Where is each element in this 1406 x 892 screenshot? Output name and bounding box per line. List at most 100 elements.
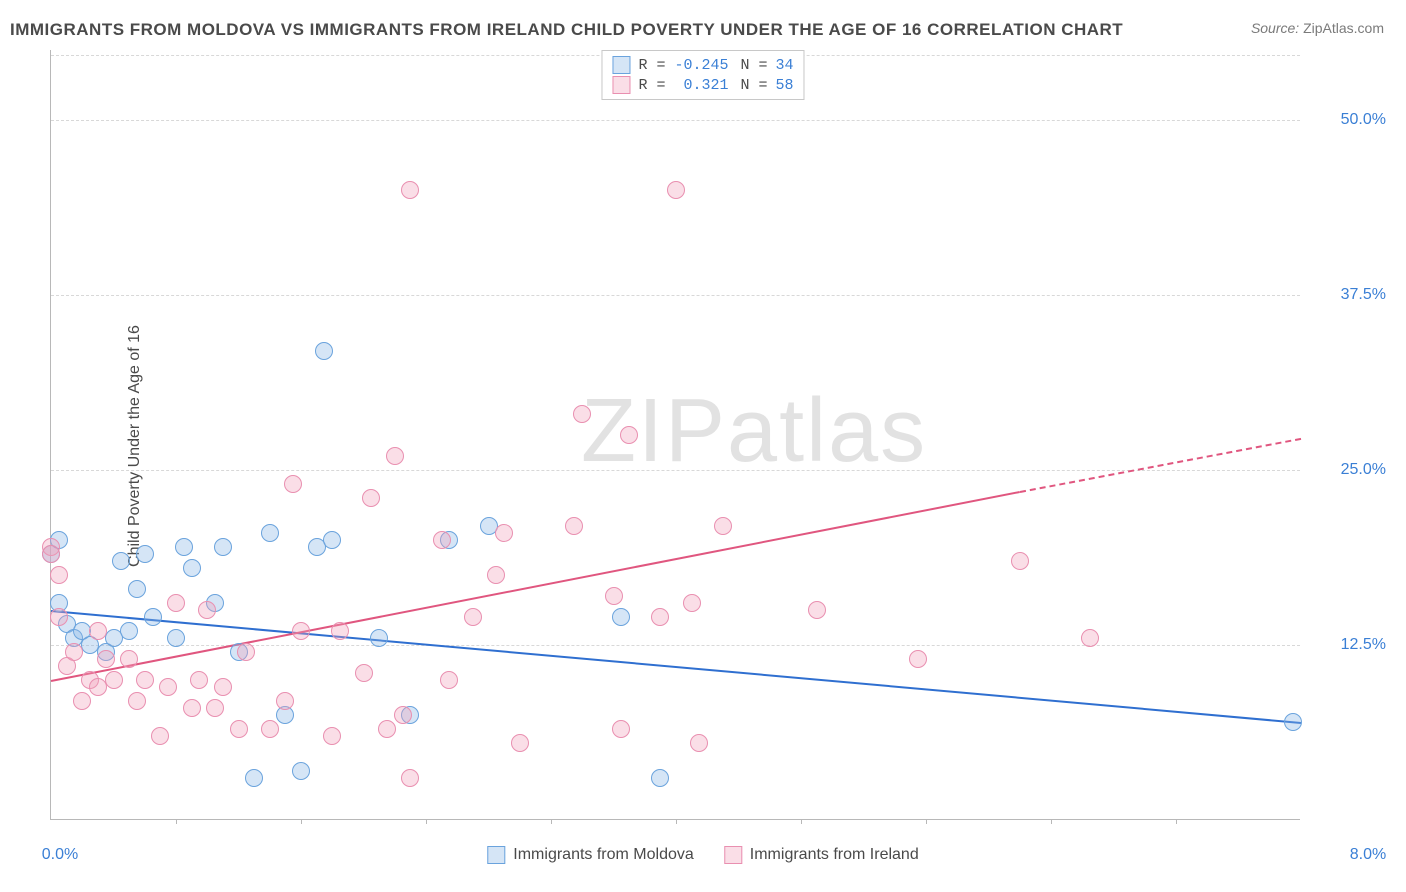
x-tick-mark — [176, 819, 177, 824]
data-point — [50, 608, 68, 626]
data-point — [331, 622, 349, 640]
data-point — [261, 524, 279, 542]
trend-line — [1020, 438, 1302, 493]
data-point — [190, 671, 208, 689]
gridline — [51, 120, 1300, 121]
data-point — [167, 629, 185, 647]
data-point — [214, 678, 232, 696]
x-tick-min: 0.0% — [42, 846, 78, 864]
data-point — [323, 531, 341, 549]
source-citation: Source: ZipAtlas.com — [1251, 20, 1384, 36]
data-point — [1081, 629, 1099, 647]
data-point — [1284, 713, 1302, 731]
source-value: ZipAtlas.com — [1303, 20, 1384, 36]
data-point — [151, 727, 169, 745]
data-point — [73, 692, 91, 710]
r-label: R = — [638, 77, 665, 94]
y-tick-label: 37.5% — [1341, 286, 1386, 304]
data-point — [292, 622, 310, 640]
y-tick-label: 25.0% — [1341, 461, 1386, 479]
data-point — [144, 608, 162, 626]
data-point — [565, 517, 583, 535]
data-point — [394, 706, 412, 724]
data-point — [386, 447, 404, 465]
series-name-moldova: Immigrants from Moldova — [513, 846, 694, 864]
n-label: N = — [740, 57, 767, 74]
series-legend: Immigrants from Moldova Immigrants from … — [487, 846, 918, 864]
legend-row-ireland: R = 0.321 N = 58 — [612, 75, 793, 95]
gridline — [51, 295, 1300, 296]
data-point — [214, 538, 232, 556]
data-point — [105, 671, 123, 689]
x-tick-mark — [426, 819, 427, 824]
x-tick-mark — [926, 819, 927, 824]
data-point — [89, 622, 107, 640]
data-point — [65, 643, 83, 661]
data-point — [136, 545, 154, 563]
data-point — [573, 405, 591, 423]
n-value-moldova: 34 — [776, 57, 794, 74]
correlation-legend: R = -0.245 N = 34 R = 0.321 N = 58 — [601, 50, 804, 100]
x-tick-mark — [551, 819, 552, 824]
trend-line — [51, 610, 1301, 724]
n-value-ireland: 58 — [776, 77, 794, 94]
swatch-ireland — [612, 76, 630, 94]
data-point — [495, 524, 513, 542]
data-point — [198, 601, 216, 619]
data-point — [651, 608, 669, 626]
swatch-moldova — [487, 846, 505, 864]
data-point — [50, 566, 68, 584]
data-point — [511, 734, 529, 752]
data-point — [620, 426, 638, 444]
data-point — [605, 587, 623, 605]
data-point — [714, 517, 732, 535]
data-point — [183, 699, 201, 717]
data-point — [464, 608, 482, 626]
data-point — [261, 720, 279, 738]
data-point — [667, 181, 685, 199]
data-point — [136, 671, 154, 689]
data-point — [401, 181, 419, 199]
data-point — [128, 580, 146, 598]
series-name-ireland: Immigrants from Ireland — [750, 846, 919, 864]
data-point — [183, 559, 201, 577]
swatch-ireland — [724, 846, 742, 864]
data-point — [230, 720, 248, 738]
chart-container: IMMIGRANTS FROM MOLDOVA VS IMMIGRANTS FR… — [0, 0, 1406, 892]
data-point — [651, 769, 669, 787]
x-tick-mark — [801, 819, 802, 824]
x-tick-max: 8.0% — [1350, 846, 1386, 864]
r-label: R = — [638, 57, 665, 74]
x-tick-mark — [676, 819, 677, 824]
data-point — [433, 531, 451, 549]
data-point — [159, 678, 177, 696]
data-point — [128, 692, 146, 710]
data-point — [315, 342, 333, 360]
data-point — [206, 699, 224, 717]
data-point — [323, 727, 341, 745]
legend-row-moldova: R = -0.245 N = 34 — [612, 55, 793, 75]
data-point — [401, 769, 419, 787]
data-point — [120, 622, 138, 640]
data-point — [1011, 552, 1029, 570]
x-tick-mark — [301, 819, 302, 824]
data-point — [612, 720, 630, 738]
data-point — [112, 552, 130, 570]
plot-area: ZIPatlas — [50, 50, 1300, 820]
data-point — [487, 566, 505, 584]
data-point — [292, 762, 310, 780]
data-point — [355, 664, 373, 682]
legend-item-moldova: Immigrants from Moldova — [487, 846, 694, 864]
data-point — [378, 720, 396, 738]
data-point — [683, 594, 701, 612]
r-value-moldova: -0.245 — [673, 57, 728, 74]
data-point — [690, 734, 708, 752]
data-point — [440, 671, 458, 689]
gridline — [51, 470, 1300, 471]
r-value-ireland: 0.321 — [673, 77, 728, 94]
data-point — [370, 629, 388, 647]
data-point — [362, 489, 380, 507]
data-point — [909, 650, 927, 668]
legend-item-ireland: Immigrants from Ireland — [724, 846, 919, 864]
source-label: Source: — [1251, 20, 1299, 36]
